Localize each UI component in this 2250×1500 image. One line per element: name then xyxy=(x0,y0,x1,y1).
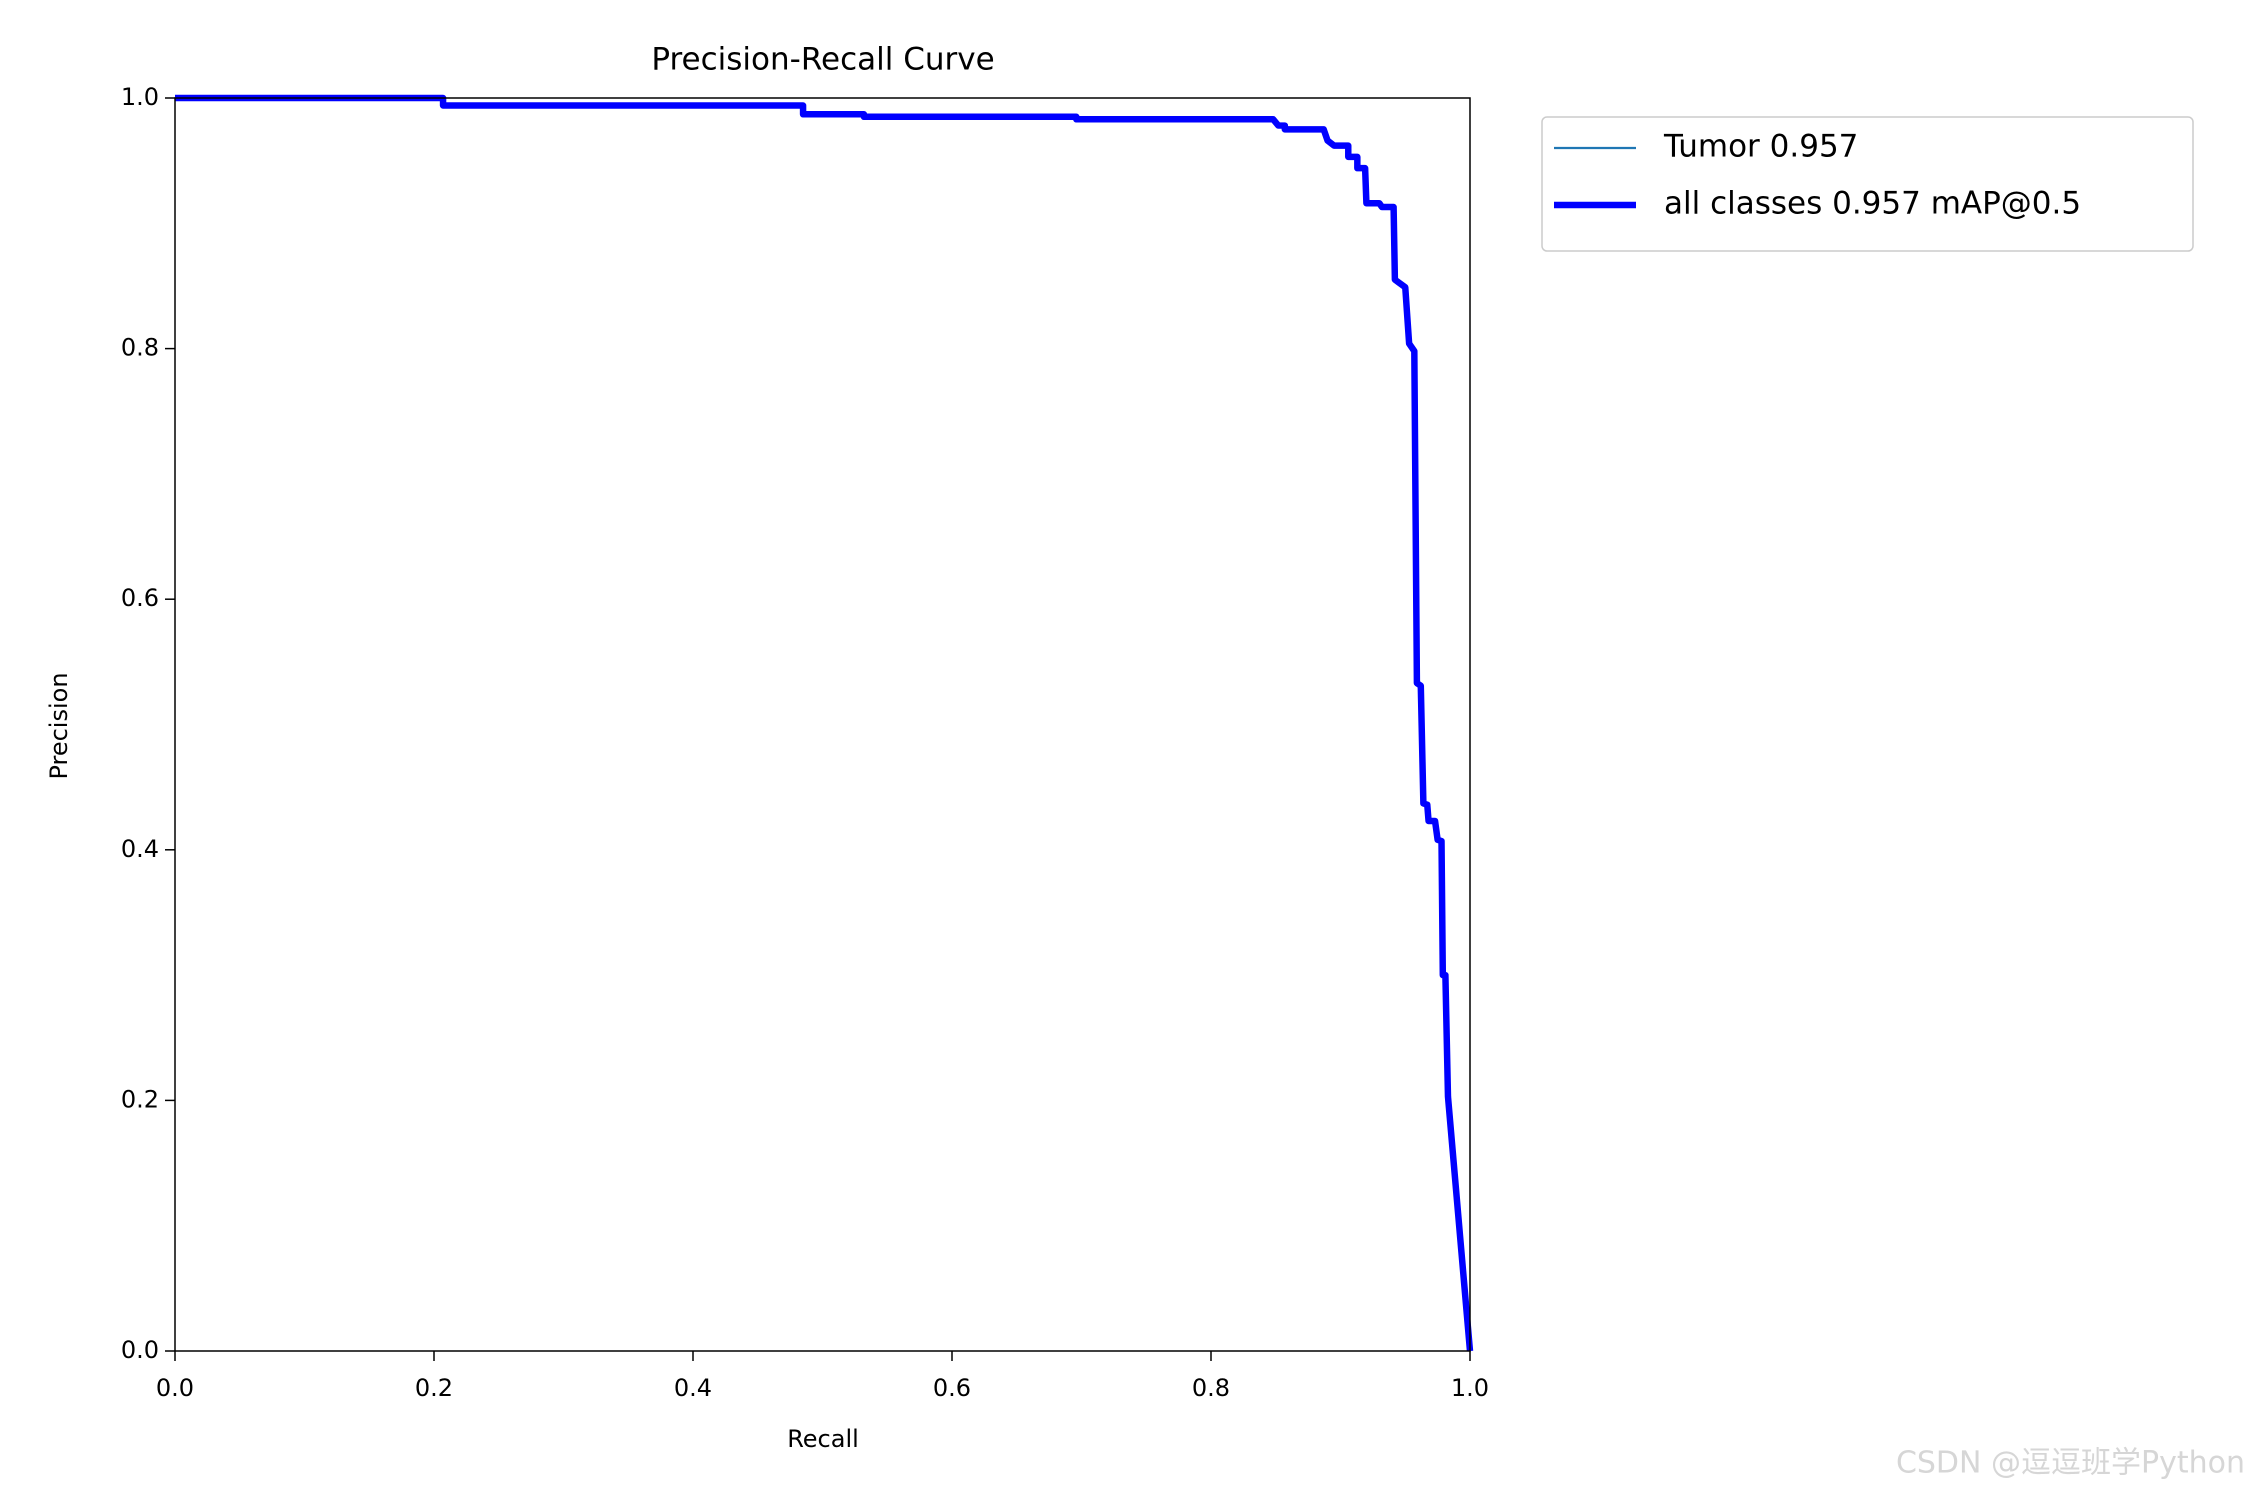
legend-box xyxy=(1541,116,2194,252)
y-tick-label: 0.8 xyxy=(121,334,159,362)
y-tick-label: 0.4 xyxy=(121,835,159,863)
watermark: CSDN @逗逗班学Python xyxy=(1896,1446,2245,1481)
legend-label: Tumor 0.957 xyxy=(1663,129,1858,165)
x-tick-label: 0.6 xyxy=(933,1374,971,1402)
y-tick-label: 0.0 xyxy=(121,1336,159,1364)
legend-label: all classes 0.957 mAP@0.5 xyxy=(1664,186,2081,222)
x-tick-label: 0.8 xyxy=(1192,1374,1230,1402)
y-tick-label: 0.6 xyxy=(121,584,159,612)
x-tick-label: 1.0 xyxy=(1451,1374,1489,1402)
y-axis-label: Precision xyxy=(45,672,73,779)
x-tick-label: 0.2 xyxy=(415,1374,453,1402)
chart-title: Precision-Recall Curve xyxy=(651,42,994,78)
x-tick-label: 0.0 xyxy=(156,1374,194,1402)
series-line xyxy=(175,96,1472,1352)
x-axis-label: Recall xyxy=(787,1425,859,1453)
x-tick-label: 0.4 xyxy=(674,1374,712,1402)
series-line xyxy=(175,94,1474,1352)
y-tick-label: 1.0 xyxy=(121,83,159,111)
plot-frame xyxy=(174,97,1471,1352)
y-tick-label: 0.2 xyxy=(121,1085,159,1113)
